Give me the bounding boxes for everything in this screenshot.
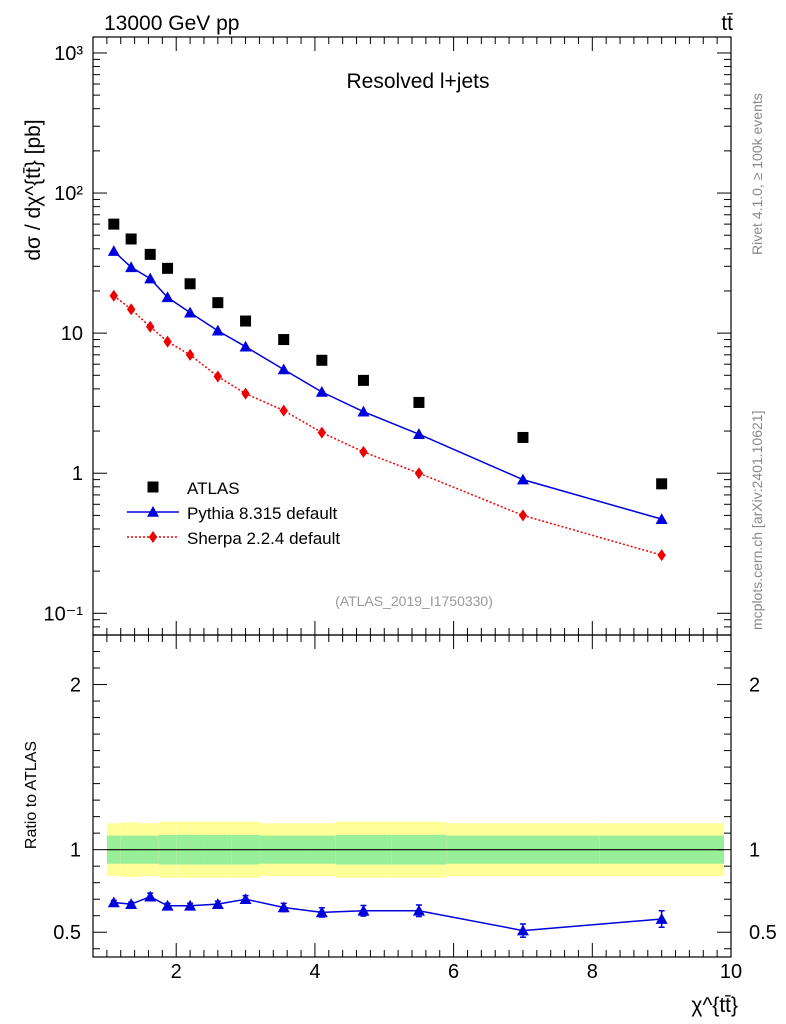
sherpa-point — [657, 549, 666, 562]
x-axis-label: χ^{tt̄} — [691, 994, 738, 1017]
main-panel: 10⁻¹ 1 10 10² 10³ — [44, 36, 732, 636]
atlas-point — [316, 354, 328, 366]
pythia-ratio-line — [113, 895, 662, 932]
x-tick-label: 10 — [720, 961, 742, 983]
pythia-ratio-point — [125, 898, 138, 909]
pythia-ratio-point — [184, 899, 197, 911]
atlas-point — [278, 334, 290, 346]
atlas-point — [184, 278, 196, 290]
y-tick-label: 10⁻¹ — [44, 603, 84, 625]
sherpa-point — [279, 404, 288, 417]
sherpa-point — [185, 348, 195, 361]
legend-marker-sherpa — [148, 531, 158, 543]
y-tick-label: 1 — [72, 463, 83, 485]
atlas-point — [162, 262, 174, 274]
energy-label: 13000 GeV pp — [104, 12, 239, 35]
ratio-y-tick-label-right: 1 — [749, 840, 760, 862]
atlas-point — [357, 374, 369, 386]
pythia-point — [125, 261, 138, 273]
pythia-ratio-point — [516, 924, 529, 936]
atlas-point — [240, 315, 252, 327]
pythia-point — [184, 306, 197, 318]
atlas-point — [144, 248, 156, 260]
sherpa-point — [241, 387, 250, 400]
pythia-point — [144, 272, 157, 284]
pythia-ratio-point — [211, 898, 224, 909]
sherpa-point — [146, 320, 155, 333]
pythia-point — [277, 363, 290, 375]
legend-label-atlas: ATLAS — [187, 479, 240, 498]
pythia-point — [315, 385, 328, 397]
pythia-point — [161, 291, 174, 303]
mcplots-label: mcplots.cern.ch [arXiv:2401.10621] — [749, 411, 765, 630]
sherpa-point — [213, 370, 223, 383]
sherpa-point — [109, 289, 119, 302]
y-axis-label-ratio: Ratio to ATLAS — [23, 741, 40, 849]
atlas-point — [108, 218, 120, 230]
pythia-point — [655, 513, 668, 524]
ratio-panel: 2 4 6 8 10 0.5 0.5 1 1 2 2 — [53, 37, 777, 983]
pythia-point — [357, 405, 370, 417]
sherpa-point — [317, 426, 327, 439]
atlas-point — [517, 431, 529, 443]
sherpa-point — [518, 509, 528, 522]
pythia-ratio-point — [412, 904, 425, 916]
x-tick-label: 8 — [587, 961, 598, 983]
pythia-ratio-point — [107, 896, 120, 908]
analysis-label: (ATLAS_2019_I1750330) — [335, 593, 493, 609]
pythia-ratio-point — [161, 899, 174, 911]
pythia-point — [516, 473, 529, 485]
ratio-y-tick-label: 0.5 — [53, 922, 81, 944]
y-tick-label: 10³ — [54, 43, 83, 65]
sherpa-point — [359, 445, 368, 458]
legend-label-sherpa: Sherpa 2.2.4 default — [187, 529, 340, 548]
atlas-point — [656, 478, 668, 490]
atlas-point — [212, 297, 224, 309]
chart-title: Resolved l+jets — [347, 70, 490, 93]
legend-label-pythia: Pythia 8.315 default — [187, 504, 338, 523]
y-tick-label: 10² — [54, 183, 83, 205]
pythia-ratio-point — [277, 901, 290, 913]
y-tick-label: 10 — [61, 323, 83, 345]
ratio-y-tick-label: 1 — [70, 840, 81, 862]
sherpa-point — [126, 303, 136, 316]
atlas-point — [125, 233, 137, 245]
pythia-ratio-point — [239, 893, 252, 905]
pythia-point — [107, 245, 120, 256]
sherpa-point — [414, 467, 424, 480]
ratio-y-tick-label-right: 0.5 — [749, 922, 777, 944]
legend: ATLAS Pythia 8.315 default Sherpa 2.2.4 de… — [127, 479, 340, 548]
y-axis-label-main: dσ / dχ^{tt̄} [pb] — [22, 119, 45, 260]
ratio-y-tick-label-right: 2 — [749, 675, 760, 697]
ratio-y-tick-label: 2 — [70, 675, 81, 697]
atlas-point — [413, 396, 425, 408]
pythia-point — [239, 340, 252, 352]
pythia-ratio-point — [144, 890, 157, 902]
process-label: tt̄ — [721, 12, 733, 35]
x-tick-label: 4 — [309, 961, 320, 983]
legend-marker-pythia — [147, 506, 159, 517]
pythia-ratio-point — [357, 904, 370, 916]
pythia-ratio-point — [315, 906, 328, 918]
pythia-ratio-point — [655, 913, 668, 924]
pythia-point — [412, 428, 425, 439]
pythia-point — [211, 324, 224, 336]
sherpa-point — [163, 335, 172, 348]
legend-marker-atlas — [147, 481, 159, 493]
x-tick-label: 6 — [448, 961, 459, 983]
rivet-label: Rivet 4.1.0, ≥ 100k events — [749, 93, 765, 255]
x-tick-label: 2 — [171, 961, 182, 983]
